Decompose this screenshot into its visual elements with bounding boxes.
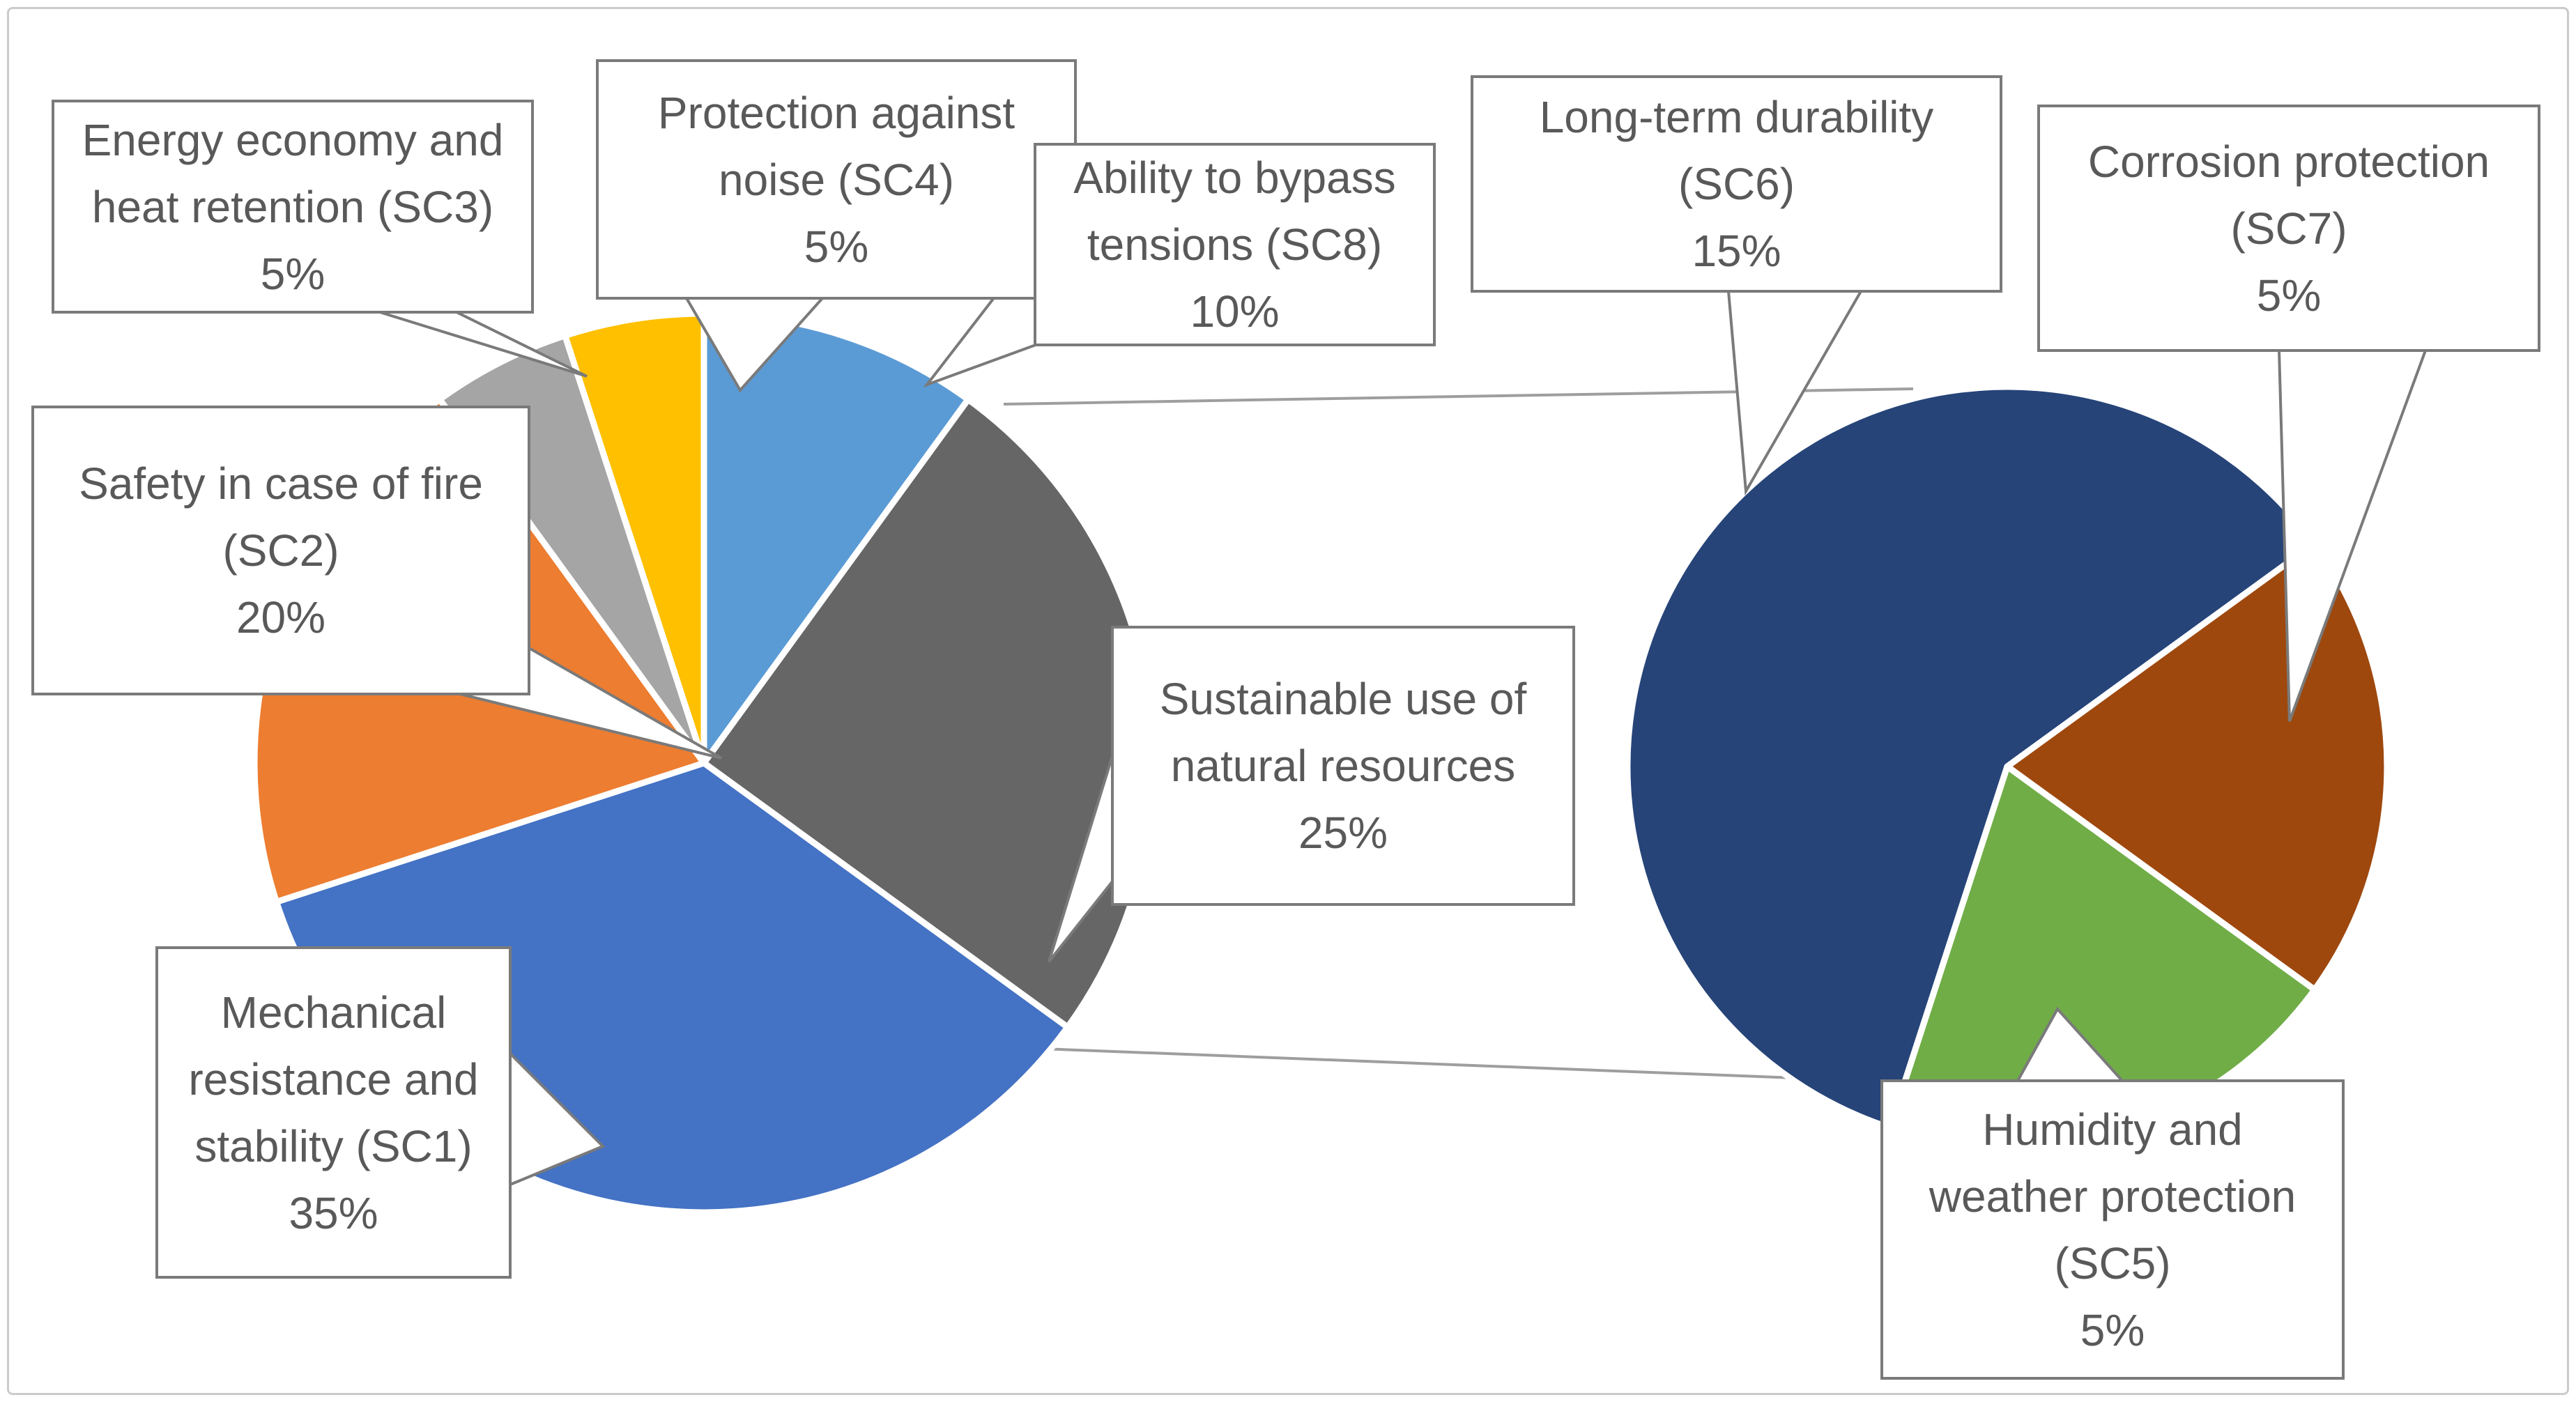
callout-bypass-tensions-sc8: Ability to bypass tensions (SC8) 10% <box>1034 143 1436 346</box>
callout-energy-economy-sc3: Energy economy and heat retention (SC3) … <box>52 100 534 314</box>
callout-text-sus: Sustainable use of natural resources 25% <box>1159 674 1527 858</box>
series-connector-line-bottom <box>1041 1047 1886 1083</box>
callout-text-sc3: Energy economy and heat retention (SC3) … <box>82 114 504 299</box>
callout-noise-sc4: Protection against noise (SC4) 5% <box>596 59 1077 300</box>
callout-sustainable-use: Sustainable use of natural resources 25% <box>1111 626 1575 906</box>
callout-text-sc2: Safety in case of fire (SC2) 20% <box>79 459 483 642</box>
callout-durability-sc6: Long-term durability (SC6) 15% <box>1471 75 2002 293</box>
callout-text-sc4: Protection against noise (SC4) 5% <box>657 87 1015 272</box>
pie-slice-sc6 <box>1624 383 2318 1131</box>
callout-corrosion-sc7: Corrosion protection (SC7) 5% <box>2037 105 2540 352</box>
callout-fire-safety-sc2: Safety in case of fire (SC2) 20% <box>31 406 530 695</box>
callout-text-sc6: Long-term durability (SC6) 15% <box>1539 92 1934 276</box>
callout-humidity-sc5: Humidity and weather protection (SC5) 5% <box>1880 1079 2345 1380</box>
callout-text-sc8: Ability to bypass tensions (SC8) 10% <box>1073 153 1396 337</box>
secondary-pie <box>1624 383 2391 1150</box>
callout-text-sc7: Corrosion protection (SC7) 5% <box>2087 136 2490 321</box>
callout-mechanical-sc1: Mechanical resistance and stability (SC1… <box>155 946 512 1279</box>
callout-text-sc1: Mechanical resistance and stability (SC1… <box>188 987 479 1238</box>
callout-text-sc5: Humidity and weather protection (SC5) 5% <box>1929 1104 2297 1355</box>
